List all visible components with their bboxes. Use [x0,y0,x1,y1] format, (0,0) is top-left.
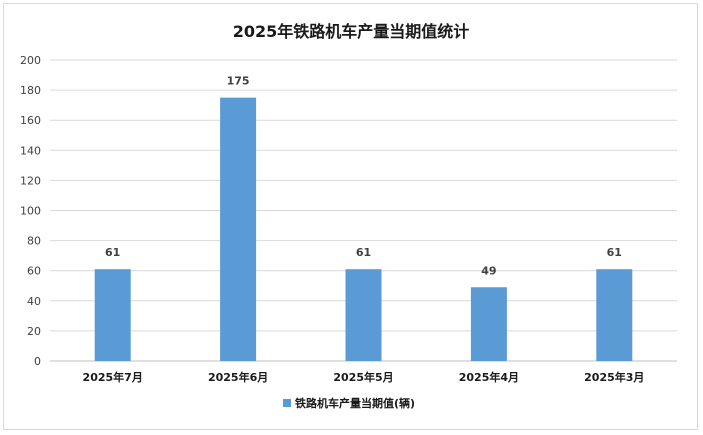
x-axis-tick-labels: 2025年7月 2025年6月 2025年5月 2025年4月 2025年3月 [83,370,645,384]
y-tick-label: 0 [34,355,41,368]
data-label: 61 [105,246,120,259]
x-tick-label: 2025年3月 [584,370,644,384]
data-label: 49 [481,264,496,277]
legend: 铁路机车产量当期值(辆) [283,396,415,410]
bar [596,269,633,361]
y-tick-label: 120 [20,174,41,187]
x-tick-label: 2025年4月 [459,370,519,384]
y-tick-label: 200 [20,54,41,67]
y-axis-tick-labels: 0 20 40 60 80 100 120 140 160 180 200 [20,54,41,368]
gridlines [50,59,677,362]
bar [220,97,257,361]
data-label: 175 [227,75,250,88]
bar [345,269,382,361]
y-tick-label: 80 [27,235,41,248]
x-tick-label: 2025年6月 [208,370,268,384]
y-tick-label: 140 [20,144,41,157]
bar [470,287,507,361]
legend-label: 铁路机车产量当期值(辆) [295,396,415,410]
y-tick-label: 100 [20,205,41,218]
data-labels: 61 175 61 49 61 [105,75,622,278]
y-tick-label: 40 [27,295,41,308]
y-tick-label: 20 [27,325,41,338]
legend-swatch [283,399,291,407]
y-tick-label: 160 [20,114,41,127]
y-tick-label: 60 [27,265,41,278]
y-tick-label: 180 [20,84,41,97]
chart-title: 2025年铁路机车产量当期值统计 [233,22,470,41]
bars [94,97,633,361]
x-tick-label: 2025年7月 [83,370,143,384]
data-label: 61 [356,246,371,259]
bar [94,269,131,361]
x-tick-label: 2025年5月 [333,370,393,384]
data-label: 61 [607,246,622,259]
